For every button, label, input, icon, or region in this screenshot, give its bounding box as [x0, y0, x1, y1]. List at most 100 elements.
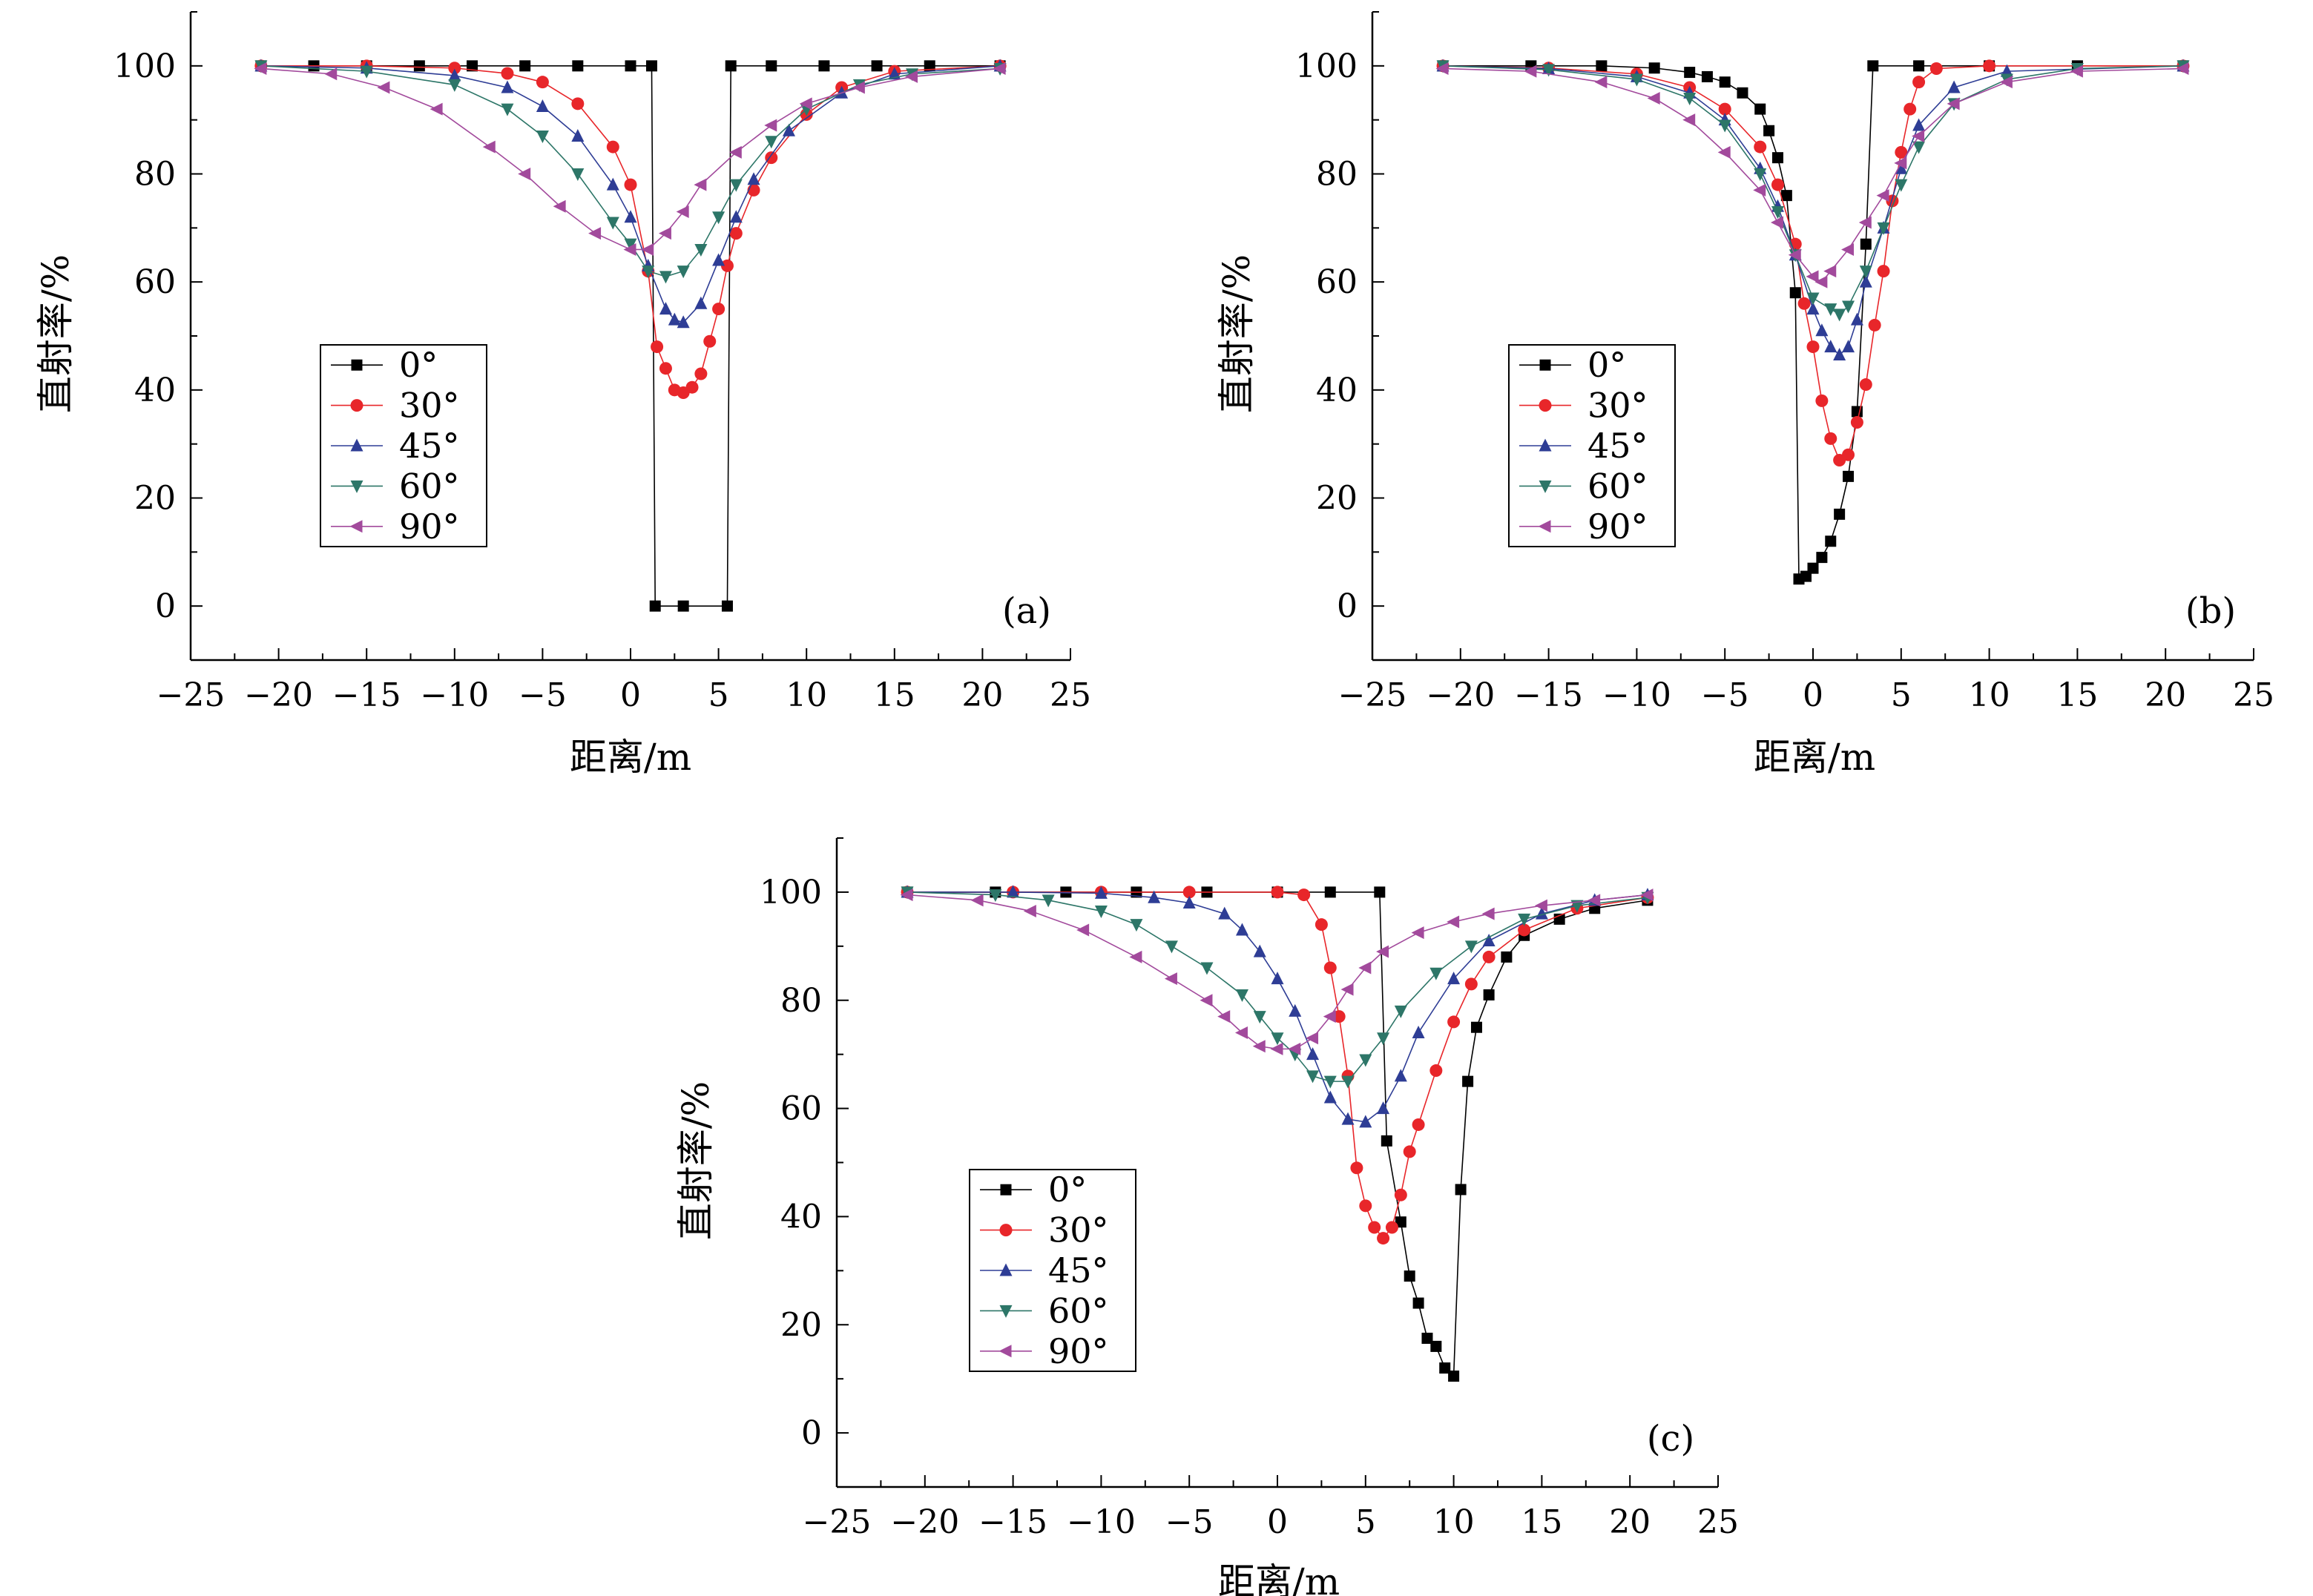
legend-marker	[1539, 399, 1552, 412]
y-tick-label: 100	[760, 874, 822, 911]
x-tick-label: 0	[620, 676, 641, 714]
data-point	[1411, 926, 1424, 940]
data-point	[1447, 972, 1461, 985]
data-point	[1094, 886, 1108, 899]
data-point	[1341, 1112, 1355, 1125]
data-point	[1462, 1075, 1474, 1087]
data-point	[536, 131, 549, 144]
series-line	[260, 65, 1001, 323]
data-point	[1983, 59, 1996, 73]
data-point	[1647, 92, 1660, 105]
data-point	[676, 205, 689, 218]
data-point	[1289, 1003, 1302, 1017]
data-point	[448, 68, 461, 82]
data-point	[1235, 989, 1248, 1002]
data-point	[1535, 906, 1548, 920]
data-point	[571, 97, 585, 111]
data-point	[1542, 64, 1556, 77]
legend-marker	[349, 520, 363, 533]
data-point	[1780, 190, 1792, 202]
data-point	[1640, 888, 1654, 902]
data-point	[413, 60, 425, 72]
data-point	[1306, 1032, 1319, 1045]
data-point	[1253, 1011, 1266, 1024]
data-point	[1148, 890, 1161, 903]
series-line	[1443, 67, 2183, 283]
data-point	[1842, 300, 1855, 314]
data-point	[606, 140, 619, 154]
x-tick-label: −25	[1338, 676, 1407, 714]
data-point	[1376, 945, 1389, 958]
data-point	[1165, 940, 1178, 954]
data-point	[1435, 62, 1449, 75]
data-point	[1763, 125, 1775, 136]
data-point	[1868, 318, 1881, 332]
data-point	[993, 62, 1006, 75]
data-point	[694, 367, 708, 380]
x-tick-label: 10	[786, 676, 827, 714]
data-point	[1754, 140, 1767, 154]
data-point	[2070, 65, 2083, 78]
data-point	[1823, 265, 1837, 278]
data-point	[1323, 1090, 1337, 1104]
data-point	[2176, 62, 2189, 75]
legend-label: 60°	[1587, 466, 1648, 506]
data-point	[1501, 951, 1513, 963]
data-point	[1182, 886, 1196, 899]
data-point	[1323, 1075, 1337, 1089]
x-tick-label: 25	[2233, 676, 2274, 714]
data-point	[1483, 989, 1495, 1000]
data-point	[553, 200, 566, 213]
data-point	[1358, 961, 1372, 975]
data-point	[1234, 1026, 1248, 1039]
data-point	[467, 60, 478, 72]
data-point	[1594, 76, 1608, 89]
y-tick-label: 0	[801, 1414, 822, 1452]
data-point	[659, 271, 672, 284]
data-point	[905, 70, 918, 83]
data-point	[1200, 962, 1214, 975]
legend-marker	[999, 1263, 1013, 1276]
data-point	[1394, 1069, 1407, 1082]
data-point	[747, 172, 760, 185]
data-point	[2000, 64, 2013, 77]
data-point	[1271, 972, 1284, 985]
y-tick-label: 80	[1316, 156, 1358, 194]
series-line	[260, 65, 1001, 394]
data-point	[360, 65, 373, 79]
data-point	[606, 177, 619, 191]
data-point	[1929, 62, 1943, 75]
data-point	[1323, 1010, 1336, 1023]
x-tick-label: 10	[1433, 1503, 1475, 1541]
data-point	[1895, 145, 1908, 159]
x-axis-title: 距离/m	[1754, 736, 1875, 779]
data-point	[1368, 1221, 1381, 1234]
data-point	[1518, 923, 1531, 937]
x-tick-label: 5	[1891, 676, 1912, 714]
data-point	[625, 60, 636, 72]
data-point	[1754, 103, 1766, 115]
data-point	[1807, 562, 1819, 574]
legend: 0°30°45°60°90°	[320, 344, 487, 547]
data-point	[1252, 1040, 1266, 1053]
data-point	[1470, 1021, 1482, 1033]
data-point	[1439, 1362, 1451, 1374]
data-point	[1860, 238, 1872, 250]
x-tick-label: −5	[1165, 1503, 1214, 1541]
data-point	[658, 227, 671, 240]
data-point	[1381, 1135, 1392, 1147]
x-tick-label: 0	[1267, 1503, 1288, 1541]
data-point	[1815, 394, 1829, 407]
data-point	[651, 340, 664, 354]
data-point	[641, 243, 654, 256]
data-point	[645, 60, 657, 72]
legend-marker	[999, 1305, 1013, 1318]
data-point	[1999, 76, 2013, 89]
data-point	[1130, 919, 1143, 932]
data-point	[1324, 886, 1336, 898]
data-point	[1797, 297, 1811, 310]
data-point	[1482, 934, 1496, 947]
x-tick-label: 15	[874, 676, 915, 714]
data-point	[1042, 894, 1055, 908]
legend-label: 30°	[399, 386, 460, 426]
